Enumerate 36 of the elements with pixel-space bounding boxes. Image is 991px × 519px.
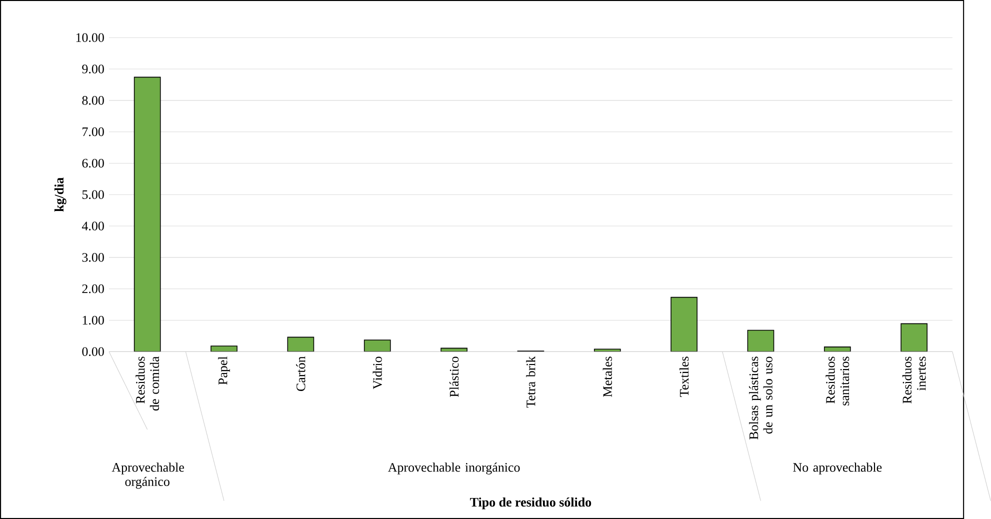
text: Aprovechable orgánico	[112, 462, 184, 489]
y-axis-title: kg/dia	[54, 178, 66, 212]
bar	[670, 296, 698, 352]
x-tick-label: Residuos inertes	[902, 356, 926, 404]
bar	[900, 323, 928, 352]
x-tick-label: Vidrio	[372, 356, 382, 390]
bar	[134, 76, 161, 352]
text: Aprovechable inorgánico	[388, 462, 520, 474]
x-tick-label: Residuos sanitarios	[826, 356, 850, 406]
y-tick-label: 10.00	[76, 33, 104, 42]
x-tick-label: Cartón	[296, 356, 306, 392]
y-tick-label: 3.00	[82, 253, 104, 262]
x-tick-label: Metales	[602, 356, 612, 397]
x-tick-label: Residuos de comida	[136, 356, 160, 411]
y-tick-label: 5.00	[82, 190, 104, 200]
bar	[747, 330, 774, 352]
y-tick-label: 6.00	[82, 158, 104, 168]
bar	[287, 336, 314, 352]
y-tick-label: 8.00	[82, 96, 104, 105]
x-tick-label: Textiles	[679, 356, 689, 397]
x-tick-label: Papel	[218, 356, 230, 385]
text: No aprovechable	[793, 462, 882, 474]
bar	[824, 346, 851, 352]
x-tick-label: Tetra brik	[526, 356, 536, 408]
x-axis-title: Tipo de residuo sólido	[470, 497, 592, 510]
y-tick-label: 0.00	[82, 347, 104, 356]
y-tick-label: 9.00	[82, 64, 104, 74]
bar	[594, 348, 621, 352]
y-tick-label: 4.00	[82, 222, 104, 230]
y-tick-label: 7.00	[82, 127, 104, 136]
bar	[364, 340, 391, 352]
x-tick-label: Plástico	[449, 356, 459, 397]
y-tick-label: 1.00	[82, 316, 104, 325]
bar	[210, 346, 238, 352]
y-tick-label: 2.00	[82, 284, 104, 294]
x-tick-label: Bolsas plásticas de un solo uso	[749, 356, 772, 440]
